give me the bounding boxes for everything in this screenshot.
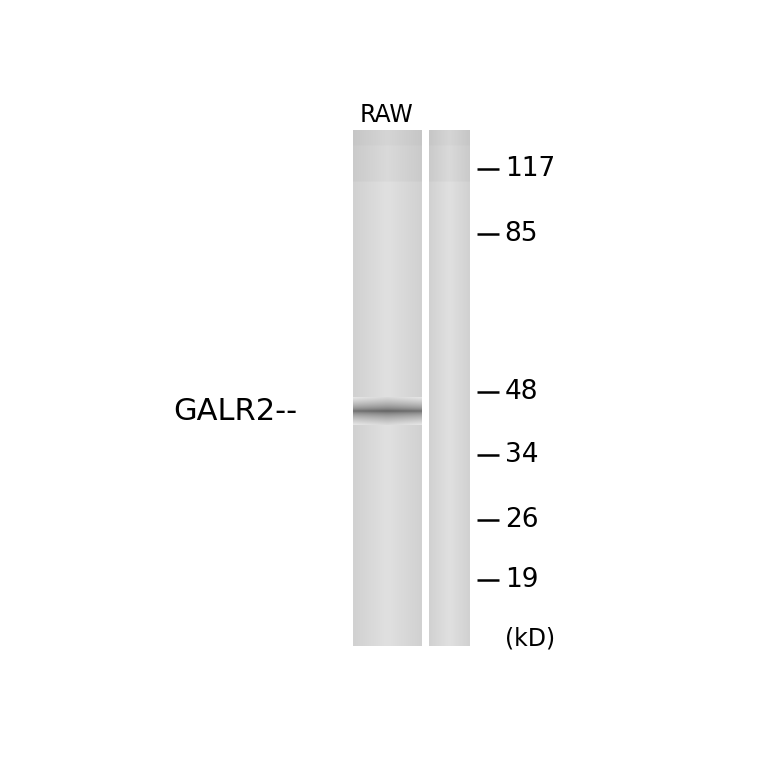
Text: RAW: RAW — [359, 103, 413, 127]
Text: 85: 85 — [505, 221, 538, 247]
Text: 19: 19 — [505, 567, 538, 593]
Text: GALR2--: GALR2-- — [173, 397, 297, 426]
Text: (kD): (kD) — [505, 626, 555, 650]
Text: 117: 117 — [505, 156, 555, 182]
Text: 34: 34 — [505, 442, 538, 468]
Text: 26: 26 — [505, 507, 538, 533]
Text: 48: 48 — [505, 379, 538, 405]
